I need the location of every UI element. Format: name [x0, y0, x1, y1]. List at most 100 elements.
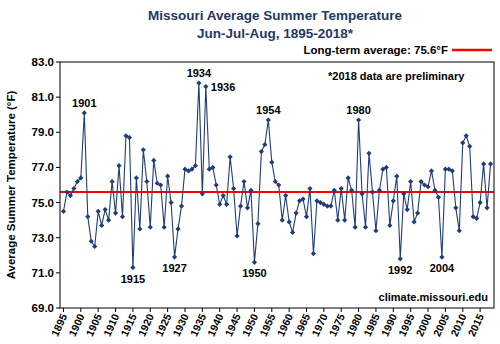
data-point — [304, 214, 309, 219]
data-point — [394, 174, 399, 179]
data-point — [169, 200, 174, 205]
x-tick — [150, 308, 151, 312]
x-tick — [289, 308, 290, 312]
data-point — [436, 195, 441, 200]
data-point — [450, 168, 455, 173]
data-point — [335, 218, 340, 223]
data-point — [273, 179, 278, 184]
data-point — [127, 135, 132, 140]
data-point — [269, 160, 274, 165]
series-line — [63, 83, 490, 268]
data-point — [203, 84, 208, 89]
data-point — [64, 189, 69, 194]
y-tick-label: 71.0 — [32, 267, 54, 279]
data-point — [339, 186, 344, 191]
x-tick — [132, 308, 133, 312]
data-point — [377, 188, 382, 193]
legend-label: Long-term average: 75.6°F — [303, 44, 448, 56]
x-tick — [80, 308, 81, 312]
data-point — [464, 133, 469, 138]
plot-area — [60, 80, 494, 270]
data-point — [290, 230, 295, 235]
y-tick — [56, 132, 60, 133]
data-point — [189, 167, 194, 172]
data-point — [103, 207, 108, 212]
data-point — [162, 225, 167, 230]
data-point — [92, 244, 97, 249]
data-point — [172, 254, 177, 259]
data-point — [478, 200, 483, 205]
chart: Missouri Average Summer TemperatureJun-J… — [0, 0, 500, 344]
data-point — [359, 191, 364, 196]
data-point — [349, 188, 354, 193]
data-point — [391, 198, 396, 203]
data-point — [262, 142, 267, 147]
data-point — [266, 117, 271, 122]
x-tick — [202, 308, 203, 312]
data-point — [373, 228, 378, 233]
reference-line — [60, 191, 494, 193]
data-point — [328, 203, 333, 208]
data-point — [210, 165, 215, 170]
data-point — [134, 175, 139, 180]
data-point — [148, 225, 153, 230]
data-point — [193, 163, 198, 168]
x-tick — [271, 308, 272, 312]
data-point — [255, 221, 260, 226]
y-tick — [56, 97, 60, 98]
data-point — [158, 182, 163, 187]
data-point — [398, 256, 403, 261]
y-tick-label: 69.0 — [32, 302, 54, 314]
annotation: 1954 — [256, 104, 281, 116]
data-point — [175, 226, 180, 231]
background — [0, 0, 500, 344]
data-point — [425, 184, 430, 189]
x-tick — [254, 308, 255, 312]
data-point — [429, 168, 434, 173]
y-axis-label: Average Summer Temperature (°F) — [5, 91, 17, 280]
data-point — [130, 265, 135, 270]
data-point — [474, 216, 479, 221]
data-point — [106, 218, 111, 223]
data-point — [363, 225, 368, 230]
annotation: 2004 — [430, 262, 455, 274]
data-point — [439, 254, 444, 259]
data-point — [113, 211, 118, 216]
data-point — [366, 151, 371, 156]
data-point — [224, 202, 229, 207]
data-point — [405, 207, 410, 212]
data-point — [231, 186, 236, 191]
x-tick — [462, 308, 463, 312]
x-tick — [393, 308, 394, 312]
data-point — [120, 214, 125, 219]
y-tick — [56, 237, 60, 238]
data-point — [311, 251, 316, 256]
data-point — [144, 179, 149, 184]
data-point — [300, 196, 305, 201]
x-tick — [410, 308, 411, 312]
annotation: 1992 — [388, 264, 412, 276]
title: Missouri Average Summer Temperature — [148, 8, 402, 23]
data-point — [293, 211, 298, 216]
data-point — [384, 165, 389, 170]
data-point — [287, 219, 292, 224]
data-point — [401, 191, 406, 196]
data-point — [248, 188, 253, 193]
data-point — [221, 193, 226, 198]
data-point — [283, 193, 288, 198]
y-tick-label: 83.0 — [32, 56, 54, 68]
x-tick — [184, 308, 185, 312]
annotation: 1936 — [211, 81, 235, 93]
data-point — [259, 149, 264, 154]
x-tick — [219, 308, 220, 312]
data-point — [228, 154, 233, 159]
x-tick — [237, 308, 238, 312]
data-point — [280, 218, 285, 223]
data-point — [412, 219, 417, 224]
data-point — [82, 110, 87, 115]
annotation: 1934 — [187, 67, 212, 79]
source-note: climate.missouri.edu — [379, 291, 488, 303]
y-tick — [56, 202, 60, 203]
x-tick — [445, 308, 446, 312]
data-point — [453, 205, 458, 210]
